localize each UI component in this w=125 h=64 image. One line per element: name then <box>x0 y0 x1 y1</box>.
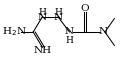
Text: H$_2$N: H$_2$N <box>2 26 27 38</box>
Text: H: H <box>66 36 73 45</box>
Text: H: H <box>38 8 46 17</box>
Text: NH: NH <box>33 46 52 55</box>
Text: N: N <box>98 28 108 36</box>
Text: N: N <box>53 13 62 22</box>
Text: H: H <box>54 8 62 17</box>
Text: N: N <box>38 13 47 22</box>
Text: N: N <box>65 28 74 36</box>
Text: O: O <box>80 4 89 13</box>
